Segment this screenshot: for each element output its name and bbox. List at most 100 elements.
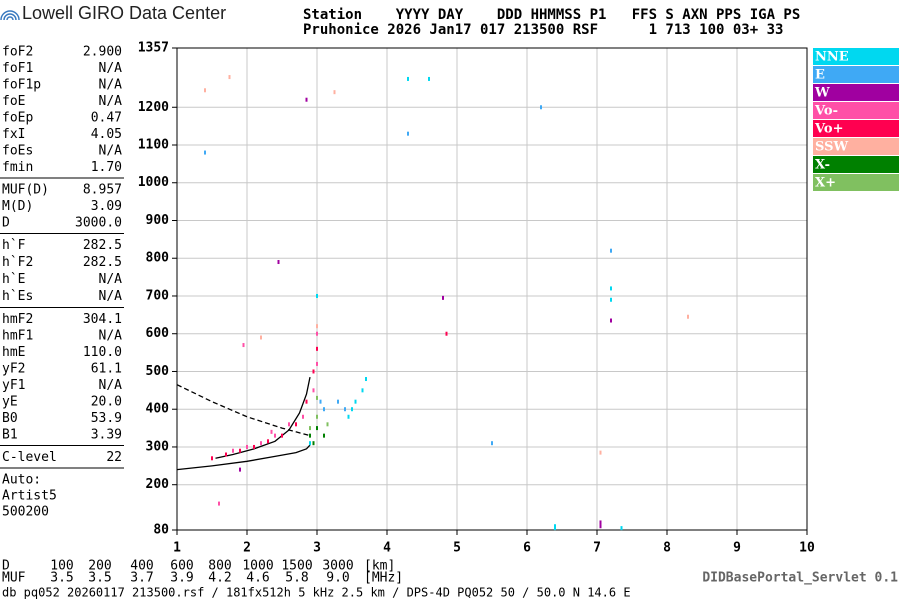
row-label: MUF: [2, 571, 26, 586]
echo-point: [260, 335, 262, 340]
param-name: foEp: [2, 111, 33, 126]
row-value: 800: [208, 559, 231, 574]
echo-point: [281, 433, 283, 438]
auto-text: Auto:: [2, 473, 41, 488]
param-name: M(D): [2, 199, 33, 214]
param-value: 1.70: [91, 160, 122, 175]
x-tick-label: 10: [799, 541, 815, 556]
param-value: 4.05: [91, 127, 122, 142]
legend-label: Vo+: [814, 122, 843, 137]
row-value: 400: [130, 559, 153, 574]
row-value: 3.5: [50, 571, 73, 586]
param-name: foF2: [2, 45, 33, 60]
param-value: 3.09: [91, 199, 122, 214]
echo-point: [309, 426, 311, 431]
param-name: hmF2: [2, 312, 33, 327]
row-value: 3.9: [170, 571, 193, 586]
row-value: 1500: [281, 559, 312, 574]
echo-point: [351, 407, 353, 412]
param-name: yF2: [2, 362, 25, 377]
y-tick-label: 900: [146, 213, 170, 228]
y-tick-label: 400: [146, 402, 170, 417]
y-tick-label: 1200: [138, 100, 169, 115]
auto-text: Artist5: [2, 489, 57, 504]
echo-point: [361, 388, 364, 393]
echo-point: [491, 441, 493, 446]
row-value: 3.5: [88, 571, 111, 586]
brand: Lowell GIRO Data Center: [22, 3, 226, 23]
row-value: 3.7: [130, 571, 153, 586]
legend-label: Vo-: [814, 104, 838, 119]
echo-point: [309, 441, 311, 446]
param-value: 110.0: [83, 345, 122, 360]
echo-point: [407, 76, 409, 81]
param-value: 8.957: [83, 183, 122, 198]
param-name: B1: [2, 428, 18, 443]
y-tick-label: 500: [146, 364, 170, 379]
servlet: DIDBasePortal_Servlet 0.1: [702, 571, 898, 586]
echo-point: [228, 75, 231, 80]
echo-point: [599, 450, 602, 455]
plot-frame: [176, 47, 808, 531]
row-value: 9.0: [326, 571, 349, 586]
echo-point: [610, 297, 612, 302]
echo-point: [270, 429, 273, 434]
echo-point: [316, 293, 318, 298]
echo-point: [295, 422, 297, 427]
row-unit: [km]: [364, 559, 395, 574]
header-line: Station YYYY DAY DDD HHMMSS P1 FFS S AXN…: [303, 7, 800, 23]
echo-point: [442, 295, 444, 300]
param-name: B0: [2, 411, 18, 426]
echo-point: [232, 448, 234, 453]
x-tick-label: 9: [733, 541, 741, 556]
param-name: h`F2: [2, 255, 33, 270]
y-tick-label: 1100: [138, 138, 169, 153]
param-name: D: [2, 216, 10, 231]
echo-point: [305, 399, 308, 404]
param-value: 22: [106, 450, 122, 465]
echo-point: [316, 426, 318, 431]
echo-point: [218, 501, 220, 506]
echo-point: [274, 433, 276, 438]
row-value: 5.8: [285, 571, 308, 586]
echo-point: [365, 377, 367, 382]
echo-point: [333, 90, 336, 95]
param-value: N/A: [99, 272, 123, 287]
x-tick-label: 8: [663, 541, 671, 556]
param-value: 20.0: [91, 395, 122, 410]
echo-point: [428, 76, 430, 81]
echo-point: [239, 467, 241, 472]
param-name: yE: [2, 395, 18, 410]
param-name: C-level: [2, 450, 57, 465]
param-name: MUF(D): [2, 183, 49, 198]
x-tick-label: 3: [313, 541, 321, 556]
echo-point: [610, 286, 612, 291]
echo-point: [204, 88, 206, 93]
legend-label: X-: [815, 158, 830, 173]
footer: db pq052 20260117 213500.rsf / 181fx512h…: [2, 586, 631, 600]
echo-point: [316, 414, 318, 419]
param-value: 3000.0: [75, 216, 122, 231]
echo-point: [225, 452, 227, 457]
echo-point: [260, 441, 262, 446]
y-tick-label: 80: [153, 523, 169, 538]
echo-point: [337, 399, 339, 404]
param-name: foEs: [2, 144, 33, 159]
y-tick-label: 1000: [138, 175, 169, 190]
param-name: hmF1: [2, 329, 33, 344]
param-value: 53.9: [91, 411, 122, 426]
legend-swatch: [813, 84, 899, 101]
param-value: N/A: [99, 329, 123, 344]
legend-label: SSW: [815, 140, 848, 155]
param-name: foF1: [2, 61, 33, 76]
echo-point: [246, 444, 248, 449]
echo-point: [312, 441, 315, 446]
legend-swatch: [813, 48, 899, 65]
param-value: N/A: [99, 289, 123, 304]
x-tick-label: 6: [523, 541, 531, 556]
row-value: 600: [170, 559, 193, 574]
param-value: 282.5: [83, 255, 122, 270]
echo-point: [347, 414, 350, 419]
echo-point: [316, 361, 318, 366]
param-value: 61.1: [91, 362, 122, 377]
